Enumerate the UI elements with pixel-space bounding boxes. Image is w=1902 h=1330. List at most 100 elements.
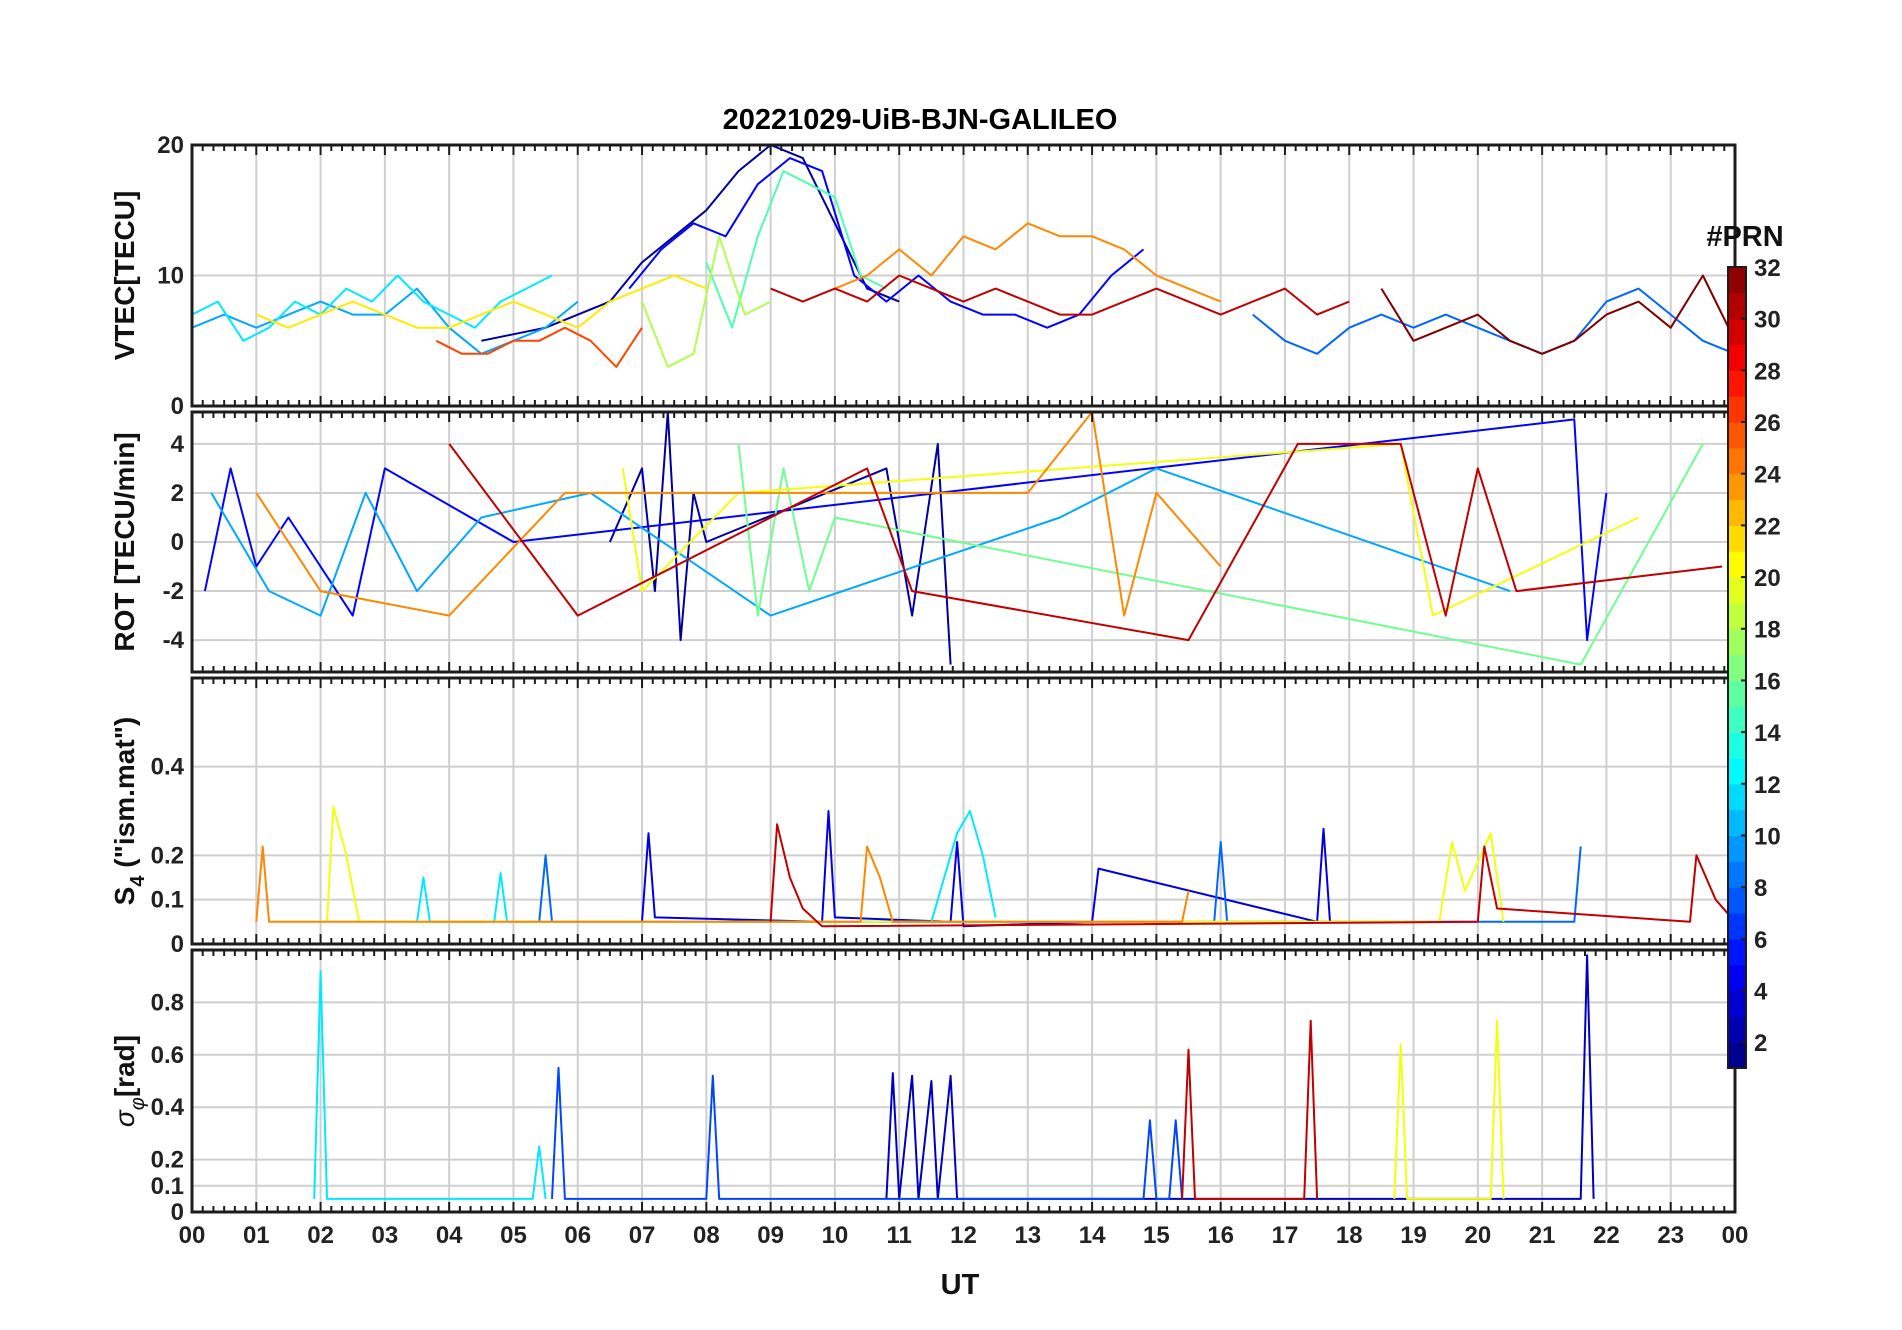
series-group (203, 412, 1723, 666)
colorbar-tick-label: 6 (1754, 927, 1767, 954)
colorbar-segment (1728, 732, 1746, 759)
colorbar-segment (1728, 938, 1746, 966)
series-line-prn-16 (737, 443, 1704, 666)
colorbar-title: #PRN (1706, 221, 1783, 253)
series-line-prn-30 (770, 274, 1350, 316)
x-tick-label: 12 (950, 1222, 977, 1249)
colorbar-segment (1728, 267, 1746, 294)
panel-rot: -4 -2 0 2 4 ROT [TECU/min] (109, 410, 1737, 674)
series-line-prn-2 (481, 145, 900, 342)
y-axis-label-s4: S4 ("ism.mat") (109, 717, 149, 906)
series-line-prn-30 (1181, 1019, 1319, 1200)
series-line-prn-10 (210, 467, 1511, 617)
colorbar-tick-label: 20 (1754, 565, 1781, 592)
colorbar-segment (1728, 396, 1746, 423)
y-tick-label: 0.4 (151, 1094, 185, 1121)
series-line-prn-15 (705, 170, 887, 329)
colorbar-segment (1728, 990, 1746, 1017)
colorbar-segment (1728, 370, 1746, 397)
series-line-prn-5 (203, 418, 1608, 642)
series-line-prn-4 (641, 810, 1331, 928)
series-group (192, 145, 1735, 368)
series-line-prn-20 (1393, 1019, 1505, 1200)
series-line-prn-30 (448, 442, 1723, 642)
colorbar-segment (1728, 422, 1746, 449)
series-line-prn-3 (885, 954, 1595, 1200)
colorbar-segment (1728, 887, 1746, 914)
colorbar-segment (1728, 577, 1746, 604)
series-line-prn-8 (538, 841, 1582, 923)
x-tick-label: 14 (1079, 1222, 1106, 1249)
y-axis-label-rot: ROT [TECU/min] (109, 432, 140, 651)
y-tick-label: -2 (163, 578, 184, 605)
y-tick-label: 0 (171, 393, 184, 420)
panel-frame (190, 948, 1737, 1214)
colorbar-segment (1728, 783, 1746, 811)
y-tick-label: 10 (157, 263, 184, 290)
y-tick-label: 0 (171, 1199, 184, 1226)
x-tick-label: 19 (1400, 1222, 1427, 1249)
colorbar-segment (1728, 861, 1746, 888)
series-line-prn-24 (834, 222, 1222, 303)
y-tick-label: 0.2 (151, 1147, 184, 1174)
colorbar-tick-label: 14 (1754, 720, 1781, 747)
colorbar-tick-label: 32 (1754, 255, 1781, 282)
x-tick-label: 11 (887, 1222, 912, 1249)
colorbar-segment (1728, 318, 1746, 346)
series-line-prn-12 (313, 970, 547, 1200)
colorbar-segment (1728, 706, 1746, 733)
series-line-prn-18 (641, 235, 772, 368)
colorbar-segment (1728, 680, 1746, 707)
colorbar-segment (1728, 912, 1746, 940)
colorbar-segment (1728, 1042, 1746, 1069)
colorbar-segment (1728, 964, 1746, 992)
x-tick-label: 17 (1272, 1222, 1299, 1249)
x-tick-label: 23 (1657, 1222, 1684, 1249)
x-tick-label: 06 (564, 1222, 591, 1249)
y-tick-label: 4 (171, 431, 185, 458)
series-line-prn-20 (621, 442, 1640, 617)
colorbar-tick-label: 12 (1754, 772, 1781, 799)
series-group (255, 805, 1735, 928)
panel-sigma_phi: 00.10.2 0.4 0.6 0.8σφ[rad] (109, 948, 1737, 1226)
colorbar-tick-label: 28 (1754, 358, 1781, 385)
x-axis: 00 01 02 03 04 05 06 07 08 09 10 11 12 13 14 15 16 17 18 19… (179, 1222, 1749, 1249)
panel-s4: 0 0.1 0.2 0.4S4 ("ism.mat") (109, 676, 1737, 958)
colorbar-segment (1728, 525, 1746, 552)
x-tick-label: 13 (1014, 1222, 1041, 1249)
y-tick-label: -4 (163, 627, 185, 654)
x-tick-label: 08 (693, 1222, 720, 1249)
colorbar-tick-label: 16 (1754, 668, 1781, 695)
colorbar-tick-label: 2 (1754, 1030, 1767, 1057)
colorbar-segment (1728, 1016, 1746, 1043)
colorbar-segment (1728, 292, 1746, 320)
x-tick-label: 00 (1722, 1222, 1749, 1249)
colorbar-tick-label: 22 (1754, 513, 1781, 540)
colorbar-segment (1728, 628, 1746, 656)
y-tick-label: 0 (171, 529, 184, 556)
x-axis-label: UT (941, 1269, 980, 1301)
colorbar-frame (1727, 266, 1747, 1069)
y-tick-label: 0.1 (151, 887, 184, 914)
x-tick-label: 18 (1336, 1222, 1363, 1249)
panel-vtec: 0 10 20 VTEC[TECU] (109, 132, 1737, 420)
x-tick-label: 05 (500, 1222, 527, 1249)
chart-title: 20221029-UiB-BJN-GALILEO (723, 104, 1118, 136)
series-line-prn-7 (551, 1066, 1184, 1200)
colorbar-segment (1728, 499, 1746, 526)
y-tick-label: 0.2 (151, 842, 184, 869)
colorbar-segment (1728, 602, 1746, 630)
colorbar-segment (1728, 757, 1746, 785)
y-tick-label: 0.4 (151, 754, 185, 781)
x-tick-label: 07 (629, 1222, 656, 1249)
x-tick-label: 15 (1143, 1222, 1170, 1249)
y-tick-label: 0 (171, 931, 184, 958)
series-line-prn-32 (1380, 274, 1735, 355)
colorbar-segment (1728, 551, 1746, 578)
y-tick-label: 0.8 (151, 989, 184, 1016)
colorbar-segment (1728, 654, 1746, 682)
series-line-prn-8 (1252, 287, 1735, 355)
